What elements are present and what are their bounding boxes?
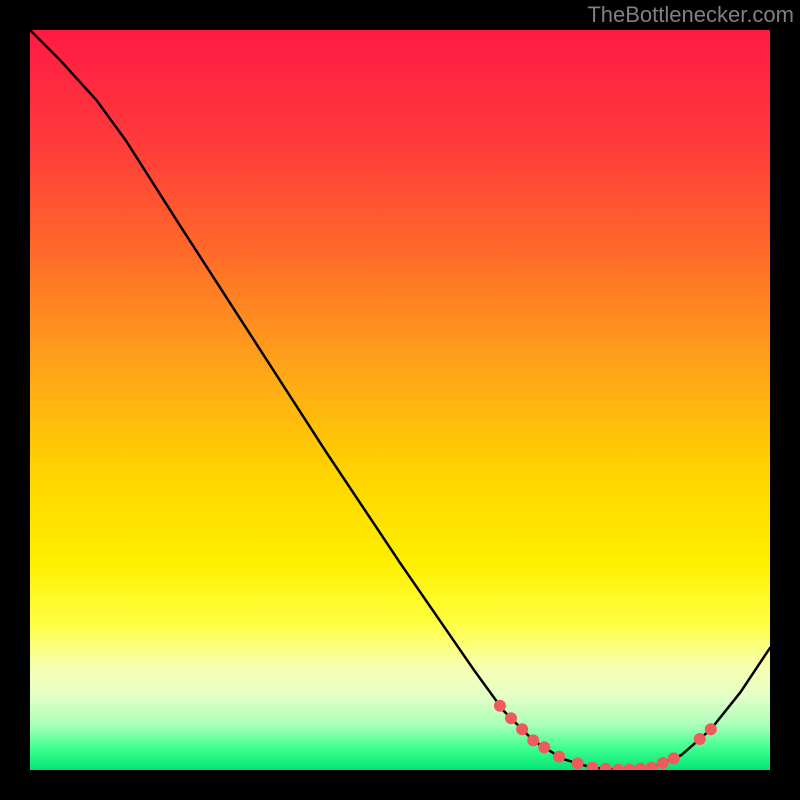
curve-dot	[694, 733, 706, 745]
curve-dot	[553, 751, 565, 763]
curve-dot	[505, 712, 517, 724]
curve-dot	[516, 723, 528, 735]
chart-plot-area	[30, 30, 770, 770]
curve-dot	[586, 762, 598, 770]
curve-dot	[538, 741, 550, 753]
curve-dot	[623, 763, 635, 770]
curve-dot	[646, 762, 658, 770]
curve-dot	[657, 757, 669, 769]
curve-dot	[635, 763, 647, 770]
curve-dot	[600, 763, 612, 770]
curve-dot	[668, 752, 680, 764]
curve-dot	[527, 734, 539, 746]
curve-dot	[494, 700, 506, 712]
curve-dot	[572, 757, 584, 769]
watermark-text: TheBottlenecker.com	[587, 2, 794, 28]
curve-dot	[612, 764, 624, 770]
curve-line	[30, 30, 770, 770]
chart-curve-layer	[30, 30, 770, 770]
curve-dot	[705, 723, 717, 735]
